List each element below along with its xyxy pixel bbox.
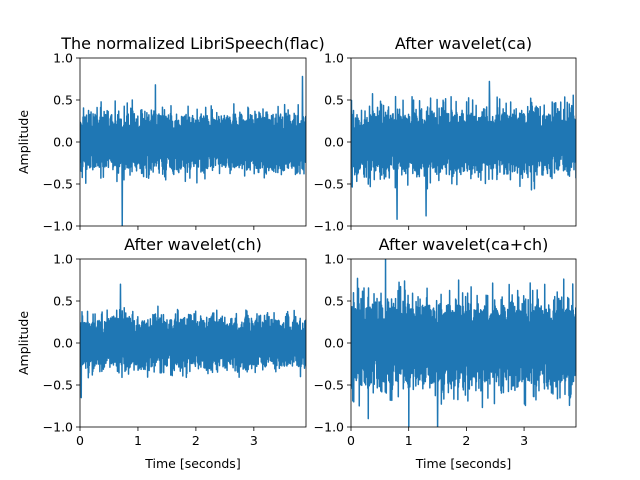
y-axis-label: Amplitude bbox=[16, 110, 31, 174]
y-axis-label: Amplitude bbox=[16, 311, 31, 375]
y-tick-label: 1.0 bbox=[53, 51, 73, 66]
y-tick-label: −0.5 bbox=[314, 378, 344, 393]
y-tick-label: −0.5 bbox=[43, 177, 73, 192]
subplot-title: The normalized LibriSpeech(flac) bbox=[60, 34, 324, 53]
y-tick-label: 0.5 bbox=[53, 93, 73, 108]
x-tick-label: 1 bbox=[134, 433, 142, 448]
subplot-3: −1.0 −0.5 0.0 0.5 1.0 0 1 2 3 After wavelet(ch) Ti… bbox=[16, 235, 307, 471]
y-tick-label: −0.5 bbox=[43, 378, 73, 393]
y-tick-label: 1.0 bbox=[324, 51, 344, 66]
series-line bbox=[80, 283, 306, 399]
x-tick-label: 0 bbox=[347, 433, 355, 448]
subplot-4: −1.0 −0.5 0.0 0.5 1.0 0 1 2 3 After wavelet(ca+ch… bbox=[314, 235, 577, 471]
x-axis-label: Time [seconds] bbox=[415, 456, 511, 471]
x-tick-label: 2 bbox=[462, 433, 470, 448]
y-tick-label: 0.5 bbox=[53, 294, 73, 309]
x-tick-label: 2 bbox=[192, 433, 200, 448]
y-tick-label: 1.0 bbox=[53, 252, 73, 267]
y-tick-label: −1.0 bbox=[314, 219, 344, 234]
y-tick-label: 0.5 bbox=[324, 294, 344, 309]
y-tick-label: −0.5 bbox=[314, 177, 344, 192]
y-tick-label: 0.0 bbox=[53, 135, 73, 150]
x-axis-label: Time [seconds] bbox=[144, 456, 240, 471]
series-line bbox=[351, 259, 576, 427]
y-tick-label: −1.0 bbox=[314, 420, 344, 435]
x-tick-label: 1 bbox=[405, 433, 413, 448]
subplot-title: After wavelet(ca) bbox=[395, 34, 532, 53]
y-tick-label: −1.0 bbox=[43, 219, 73, 234]
subplot-title: After wavelet(ch) bbox=[124, 235, 262, 254]
x-tick-label: 0 bbox=[76, 433, 84, 448]
x-tick-label: 3 bbox=[250, 433, 258, 448]
series-line bbox=[80, 75, 306, 226]
y-tick-label: 0.0 bbox=[324, 336, 344, 351]
y-tick-label: 0.5 bbox=[324, 93, 344, 108]
y-tick-label: −1.0 bbox=[43, 420, 73, 435]
x-tick-label: 3 bbox=[520, 433, 528, 448]
subplot-2: −1.0 −0.5 0.0 0.5 1.0 After wavelet(ca) bbox=[314, 34, 577, 234]
series-line bbox=[351, 80, 576, 221]
y-tick-label: 0.0 bbox=[324, 135, 344, 150]
subplot-title: After wavelet(ca+ch) bbox=[379, 235, 549, 254]
y-tick-label: 1.0 bbox=[324, 252, 344, 267]
y-tick-label: 0.0 bbox=[53, 336, 73, 351]
